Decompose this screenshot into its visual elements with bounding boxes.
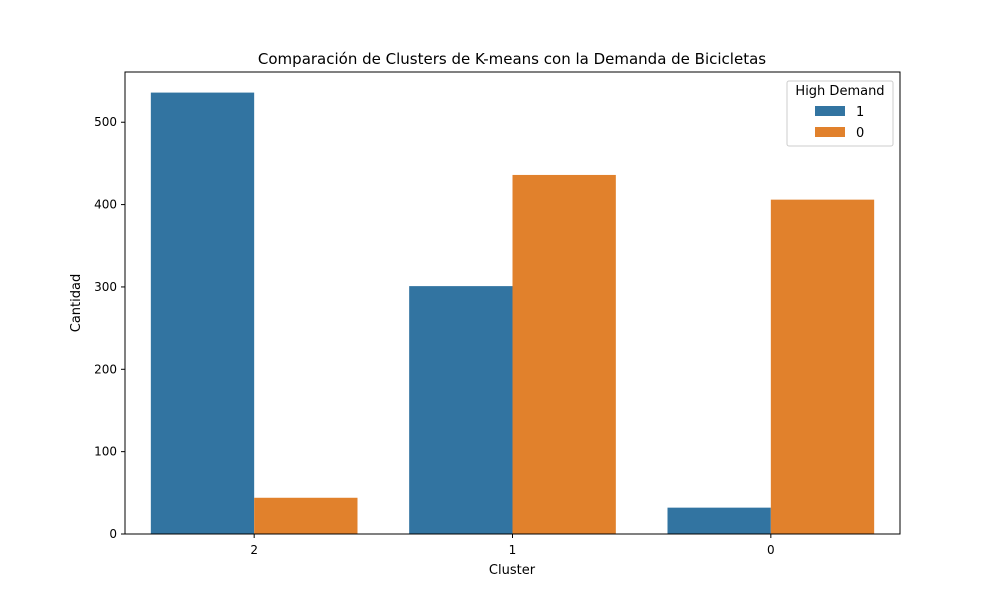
x-axis-label: Cluster [489,563,536,578]
bars-layer [150,92,875,535]
bar-cluster-2-demand-0 [254,497,358,534]
axes-layer: 0 100 200 300 400 500 2 1 0 [94,71,901,557]
legend-label-series-1: 1 [856,105,864,120]
legend: High Demand 1 0 [786,80,894,147]
y-tick-label: 500 [94,115,117,129]
bar-cluster-0-demand-0 [770,199,875,534]
y-tick-label: 100 [94,445,117,459]
x-tick-label: 2 [250,543,258,557]
chart-title: Comparación de Clusters de K-means con l… [258,50,766,68]
bar-cluster-0-demand-1 [667,507,771,534]
bar-cluster-1-demand-0 [512,174,616,535]
legend-swatch-series-0 [815,127,845,137]
y-tick-label: 0 [109,527,117,541]
legend-label-series-0: 0 [856,126,864,141]
legend-title: High Demand [795,84,884,99]
y-tick-label: 300 [94,280,117,294]
bar-cluster-2-demand-1 [150,92,255,535]
y-tick-label: 200 [94,362,117,376]
x-tick-label: 0 [767,543,775,557]
legend-swatch-series-1 [815,106,845,116]
y-tick-label: 400 [94,198,117,212]
y-axis-label: Cantidad [69,274,84,332]
bar-cluster-1-demand-1 [409,286,513,534]
x-tick-label: 1 [509,543,517,557]
